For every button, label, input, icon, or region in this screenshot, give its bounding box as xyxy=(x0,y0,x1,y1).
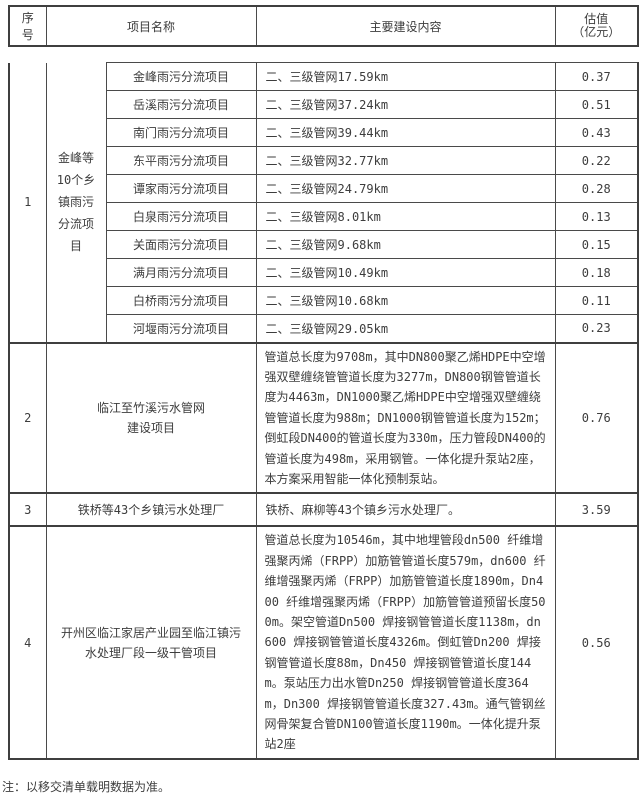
cell-content: 二、三级管网8.01km xyxy=(255,202,556,231)
cell-seq: 3 xyxy=(8,492,47,527)
cell-project-name: 满月雨污分流项目 xyxy=(105,258,257,287)
header-cell-value: 估值 （亿元） xyxy=(554,5,639,47)
cell-content: 二、三级管网39.44km xyxy=(255,118,556,147)
cell-content: 二、三级管网10.49km xyxy=(255,258,556,287)
table-row: 4 开州区临江家居产业园至临江镇污水处理厂段一级干管项目 管道总长度为10546… xyxy=(8,525,639,760)
cell-value: 0.18 xyxy=(554,258,639,287)
cell-project-name: 关面雨污分流项目 xyxy=(105,230,257,259)
cell-value: 0.43 xyxy=(554,118,639,147)
table-row: 岳溪雨污分流项目 二、三级管网37.24km 0.51 xyxy=(9,90,639,119)
cell-content: 管道总长度为9708m，其中DN800聚乙烯HDPE中空增强双壁缠绕管管道长度为… xyxy=(255,341,556,494)
table-row: 东平雨污分流项目 二、三级管网32.77km 0.22 xyxy=(9,146,639,175)
cell-content: 二、三级管网32.77km xyxy=(255,146,556,175)
cell-content: 二、三级管网17.59km xyxy=(255,62,556,91)
cell-value: 0.11 xyxy=(554,286,639,315)
cell-value: 0.22 xyxy=(554,146,639,175)
cell-project-name: 铁桥等43个乡镇污水处理厂 xyxy=(45,492,257,527)
cell-project-name: 开州区临江家居产业园至临江镇污水处理厂段一级干管项目 xyxy=(45,525,257,760)
cell-seq: 4 xyxy=(8,525,47,760)
projects-table: 1 金峰等10个乡镇雨污分流项目 金峰雨污分流项目 二、三级管网17.59km … xyxy=(8,62,639,760)
table-row: 南门雨污分流项目 二、三级管网39.44km 0.43 xyxy=(9,118,639,147)
table-row: 3 铁桥等43个乡镇污水处理厂 铁桥、麻柳等43个镇乡污水处理厂。 3.59 xyxy=(8,492,639,527)
cell-value: 0.76 xyxy=(554,341,639,494)
cell-project-name: 白桥雨污分流项目 xyxy=(105,286,257,315)
cell-group-name: 金峰等10个乡镇雨污分流项目 xyxy=(45,62,107,343)
table-row: 白桥雨污分流项目 二、三级管网10.68km 0.11 xyxy=(9,286,639,315)
cell-value: 3.59 xyxy=(554,492,639,527)
cell-value: 0.37 xyxy=(554,62,639,91)
table-row: 谭家雨污分流项目 二、三级管网24.79km 0.28 xyxy=(9,174,639,203)
cell-content: 二、三级管网10.68km xyxy=(255,286,556,315)
cell-content: 铁桥、麻柳等43个镇乡污水处理厂。 xyxy=(255,492,556,527)
header-cell-content: 主要建设内容 xyxy=(255,5,556,47)
cell-project-name: 岳溪雨污分流项目 xyxy=(105,90,257,119)
cell-seq: 2 xyxy=(8,341,47,494)
header-cell-no: 序号 xyxy=(8,5,47,47)
header-cell-name: 项目名称 xyxy=(45,5,257,47)
cell-project-name: 临江至竹溪污水管网 建设项目 xyxy=(45,341,257,494)
cell-project-name: 谭家雨污分流项目 xyxy=(105,174,257,203)
table-row: 满月雨污分流项目 二、三级管网10.49km 0.18 xyxy=(9,258,639,287)
footnote: 注：以移交清单载明数据为准。 xyxy=(2,780,171,794)
cell-content: 二、三级管网9.68km xyxy=(255,230,556,259)
cell-value: 0.23 xyxy=(554,314,639,343)
cell-value: 0.15 xyxy=(554,230,639,259)
cell-value: 0.28 xyxy=(554,174,639,203)
cell-content: 二、三级管网24.79km xyxy=(255,174,556,203)
header-row: 序号 项目名称 主要建设内容 估值 （亿元） xyxy=(8,5,639,47)
cell-seq: 1 xyxy=(8,62,47,343)
table-row: 2 临江至竹溪污水管网 建设项目 管道总长度为9708m，其中DN800聚乙烯H… xyxy=(8,341,639,494)
table-row: 白泉雨污分流项目 二、三级管网8.01km 0.13 xyxy=(9,202,639,231)
cell-project-name: 白泉雨污分流项目 xyxy=(105,202,257,231)
cell-value: 0.13 xyxy=(554,202,639,231)
cell-content: 管道总长度为10546m，其中地埋管段dn500 纤维增强聚丙烯（FRPP）加筋… xyxy=(255,525,556,760)
table-row: 关面雨污分流项目 二、三级管网9.68km 0.15 xyxy=(9,230,639,259)
cell-project-name: 河堰雨污分流项目 xyxy=(105,314,257,343)
cell-project-name: 南门雨污分流项目 xyxy=(105,118,257,147)
cell-project-name: 东平雨污分流项目 xyxy=(105,146,257,175)
table-row: 河堰雨污分流项目 二、三级管网29.05km 0.23 xyxy=(9,314,639,343)
cell-project-name: 金峰雨污分流项目 xyxy=(105,62,257,91)
cell-value: 0.56 xyxy=(554,525,639,760)
cell-content: 二、三级管网37.24km xyxy=(255,90,556,119)
table-header: 序号 项目名称 主要建设内容 估值 （亿元） xyxy=(8,5,639,47)
cell-content: 二、三级管网29.05km xyxy=(255,314,556,343)
table-row: 1 金峰等10个乡镇雨污分流项目 金峰雨污分流项目 二、三级管网17.59km … xyxy=(8,62,639,343)
cell-value: 0.51 xyxy=(554,90,639,119)
